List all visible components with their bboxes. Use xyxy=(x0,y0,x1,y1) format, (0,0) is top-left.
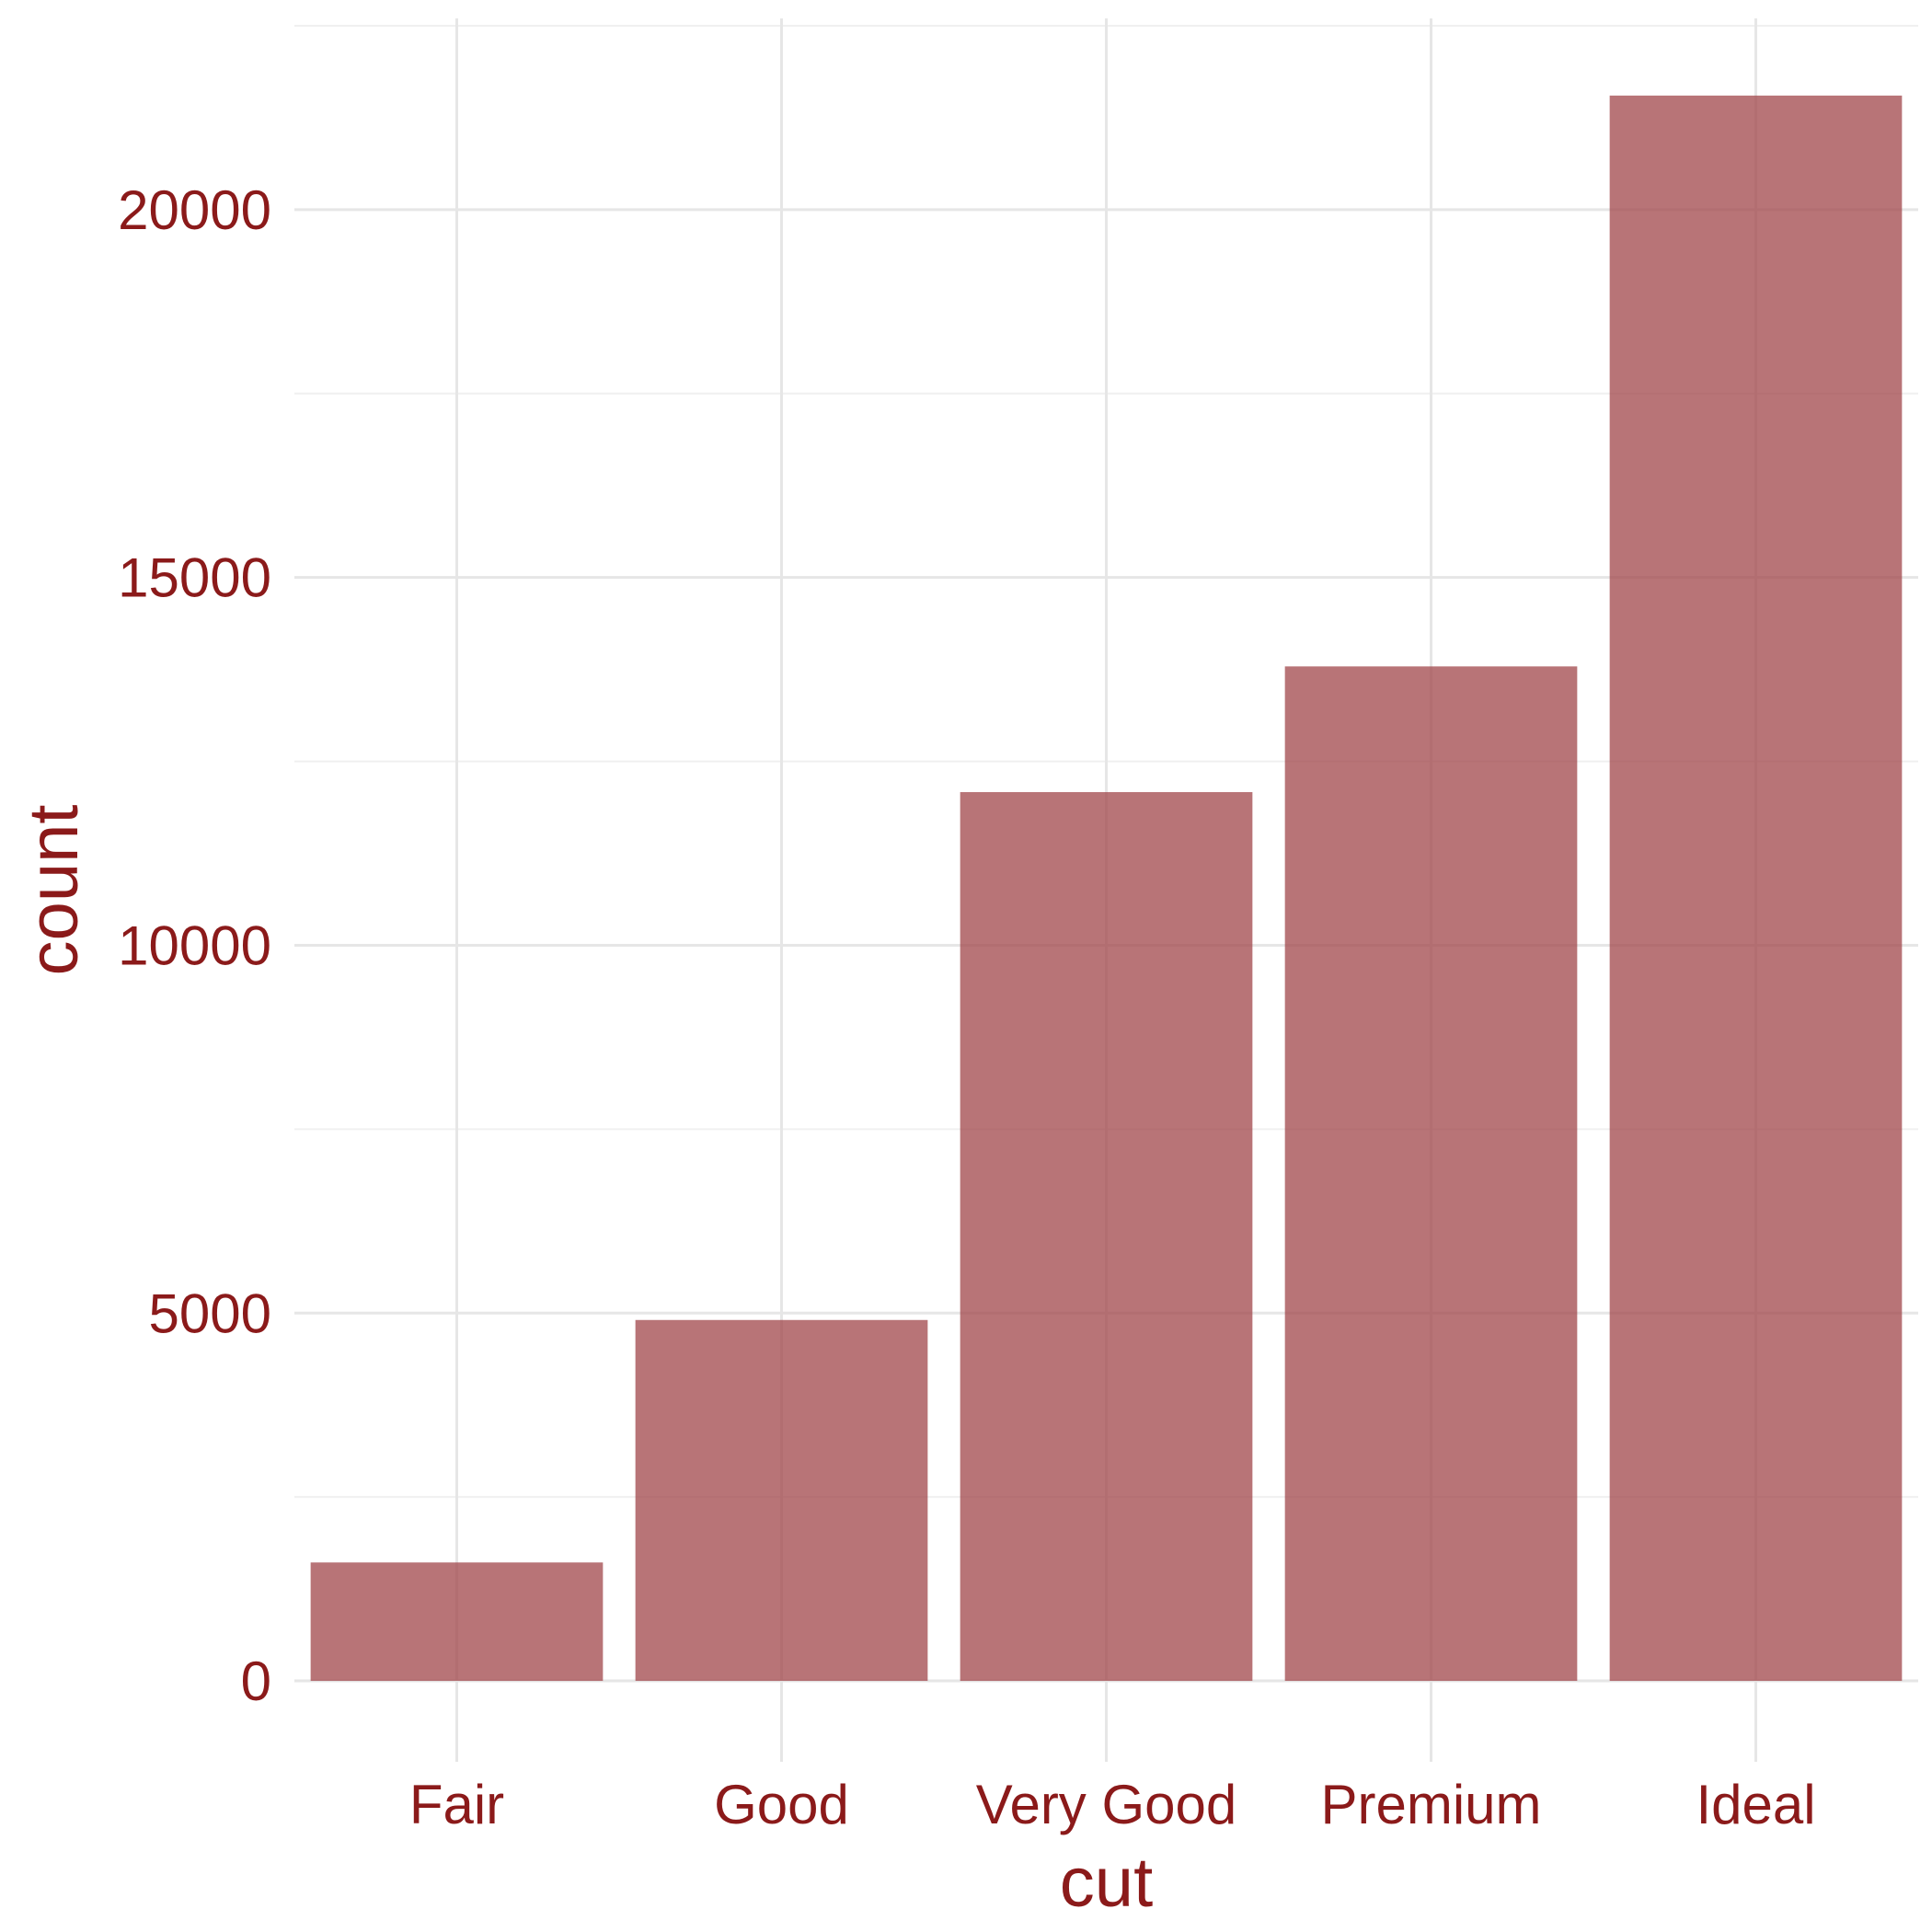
bar-good xyxy=(635,1319,928,1682)
x-tick-label: Very Good xyxy=(976,1774,1237,1835)
x-tick-label: Fair xyxy=(409,1774,504,1835)
x-axis-title: cut xyxy=(1060,1844,1153,1922)
y-axis-title: count xyxy=(15,805,93,976)
bars xyxy=(310,95,1903,1682)
y-tick-label: 0 xyxy=(241,1650,271,1712)
y-tick-label: 10000 xyxy=(118,914,271,976)
bar-fair xyxy=(310,1562,604,1682)
bar-premium xyxy=(1284,666,1578,1682)
x-tick-label: Good xyxy=(714,1774,849,1835)
x-axis-ticks: Fair Good Very Good Premium Ideal xyxy=(409,1774,1816,1835)
y-axis-ticks: 0 5000 10000 15000 20000 xyxy=(118,179,271,1712)
bar-very-good xyxy=(960,791,1253,1682)
bar-ideal xyxy=(1609,95,1903,1682)
x-tick-label: Premium xyxy=(1320,1774,1541,1835)
y-tick-label: 20000 xyxy=(118,179,271,241)
y-tick-label: 5000 xyxy=(149,1282,271,1344)
y-tick-label: 15000 xyxy=(118,547,271,609)
x-tick-label: Ideal xyxy=(1696,1774,1815,1835)
